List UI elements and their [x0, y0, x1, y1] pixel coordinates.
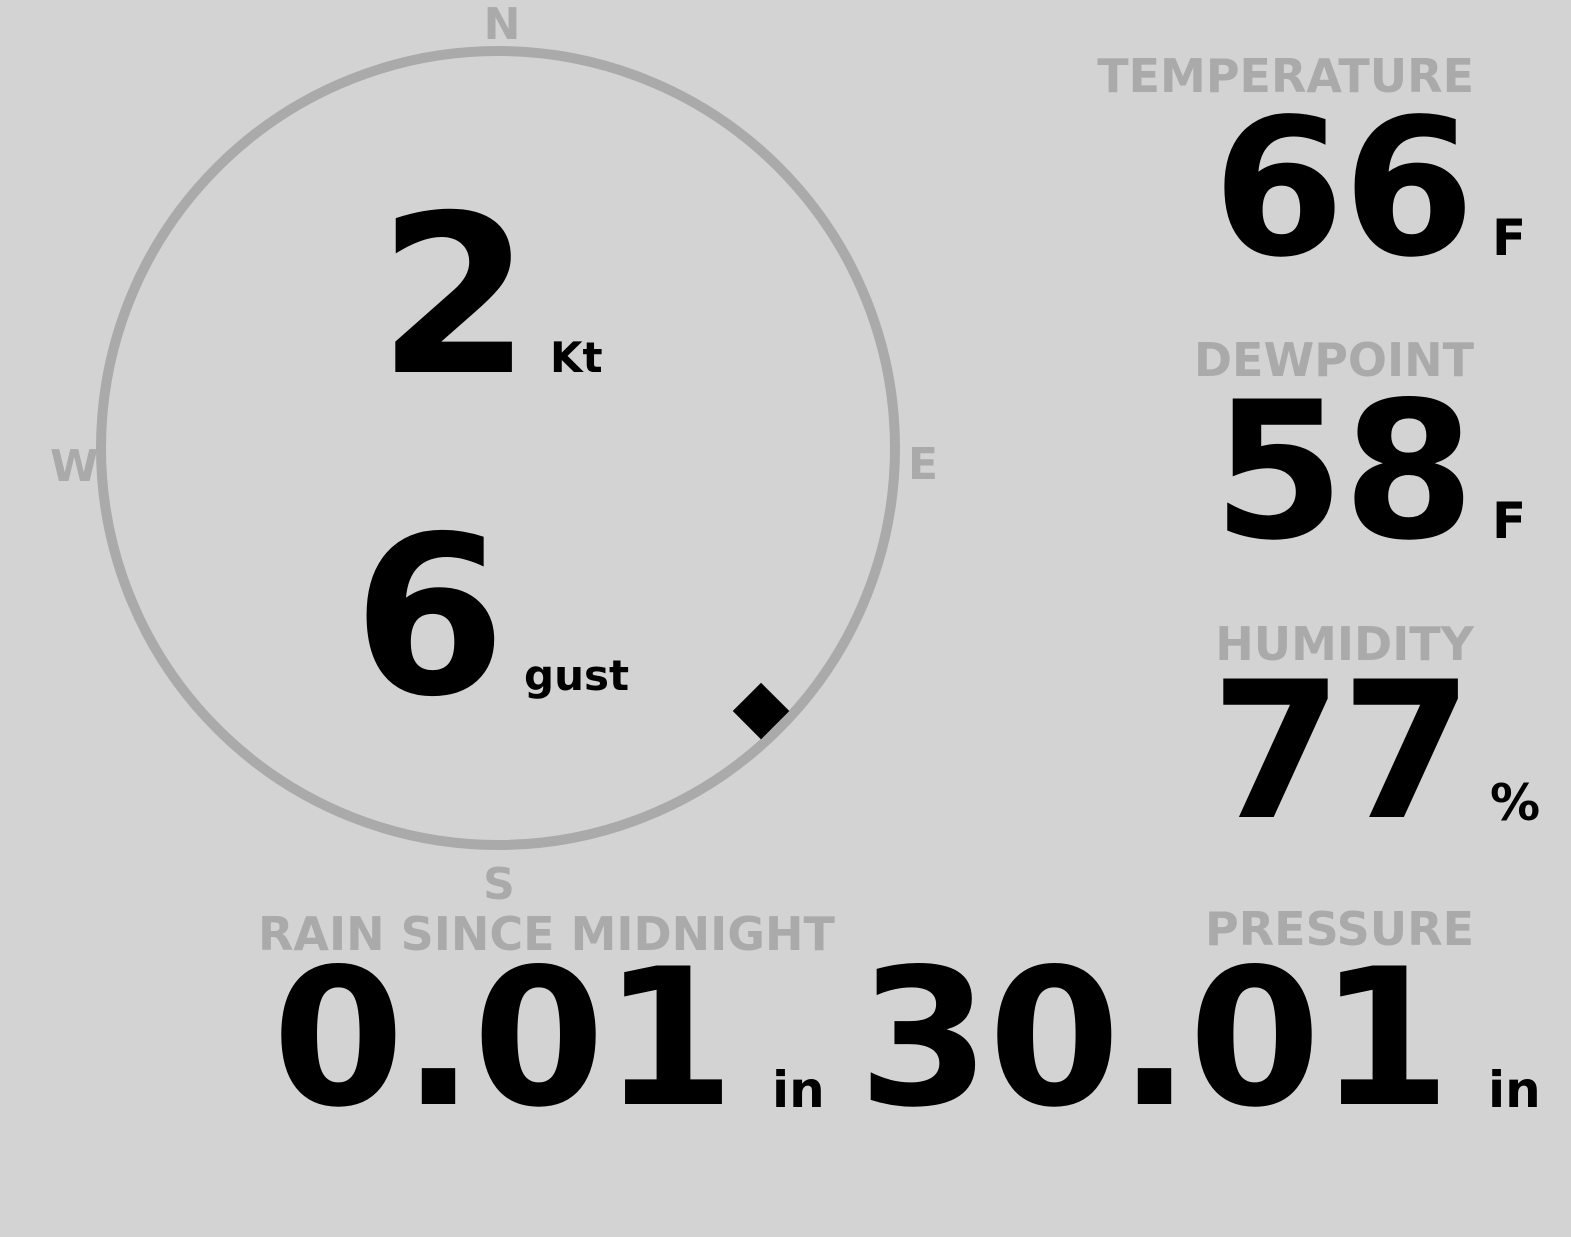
- temperature-label: TEMPERATURE: [1097, 49, 1474, 103]
- dewpoint-value: 58: [1212, 361, 1475, 582]
- pressure-label: PRESSURE: [1205, 902, 1474, 956]
- compass-west-label: W: [50, 441, 99, 492]
- humidity-unit: %: [1490, 774, 1541, 832]
- humidity-value: 77: [1210, 641, 1473, 862]
- compass-north-label: N: [483, 0, 521, 50]
- wind-gust-value: 6: [352, 489, 506, 745]
- compass-ring: [96, 46, 900, 850]
- compass-east-label: E: [908, 439, 939, 490]
- rain-label: RAIN SINCE MIDNIGHT: [258, 907, 835, 961]
- wind-speed-value: 2: [377, 168, 531, 424]
- dewpoint-label: DEWPOINT: [1193, 333, 1474, 387]
- rain-value: 0.01: [272, 928, 735, 1149]
- humidity-label: HUMIDITY: [1215, 617, 1474, 671]
- compass-south-label: S: [483, 859, 515, 910]
- pressure-unit: in: [1488, 1061, 1541, 1119]
- wind-gust-unit: gust: [524, 651, 630, 700]
- temperature-value: 66: [1212, 78, 1475, 299]
- pressure-value: 30.01: [858, 928, 1451, 1149]
- rain-unit: in: [772, 1061, 825, 1119]
- wind-speed-unit: Kt: [550, 333, 603, 382]
- temperature-unit: F: [1492, 209, 1527, 267]
- dewpoint-unit: F: [1492, 492, 1527, 550]
